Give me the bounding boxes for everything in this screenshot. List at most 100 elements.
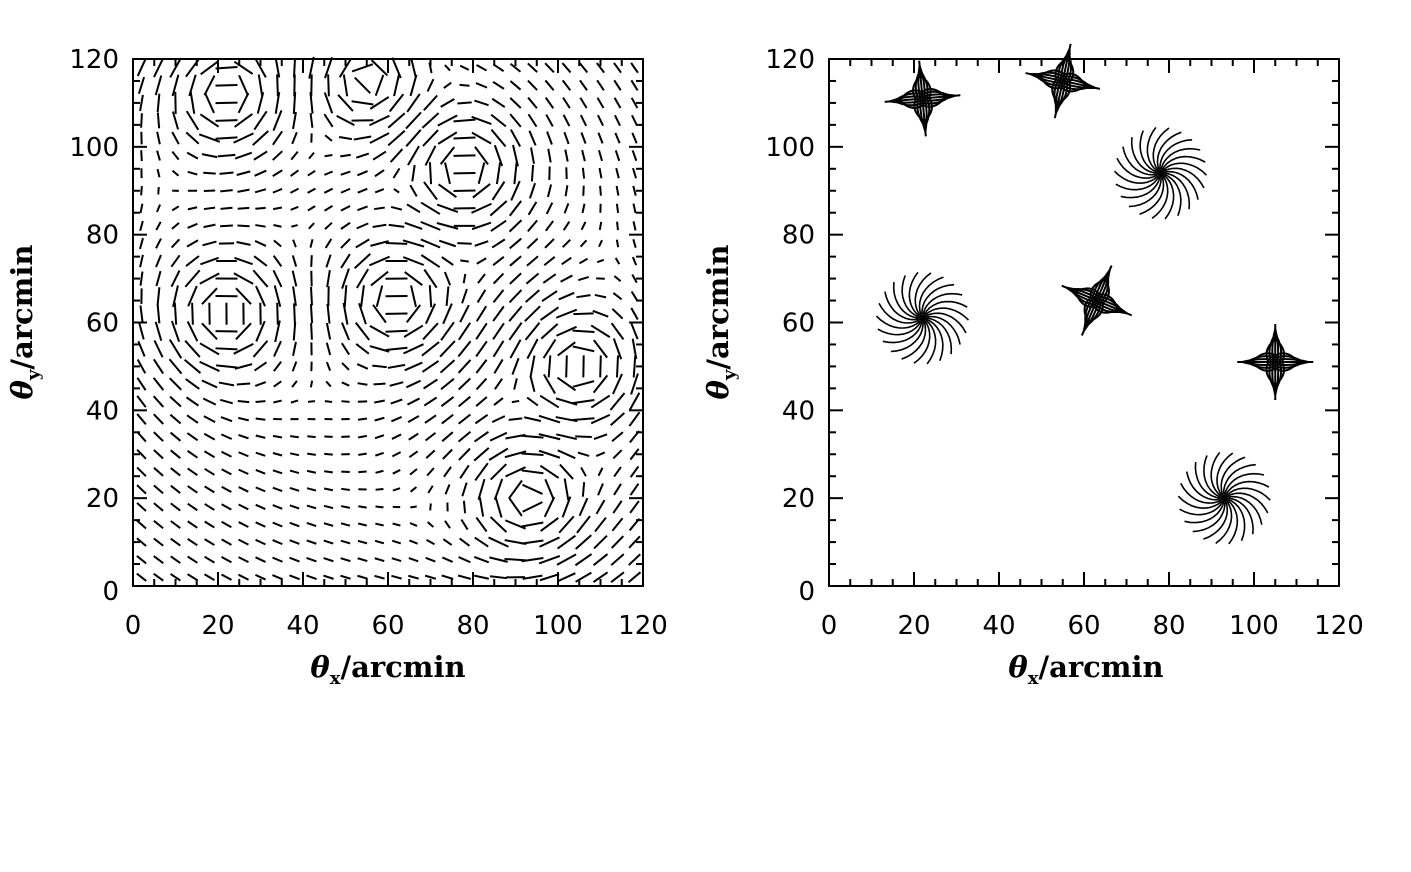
- swirl-line: [1146, 126, 1158, 172]
- shear-stick: [426, 467, 435, 477]
- shear-stick: [337, 94, 354, 112]
- shear-stick: [170, 320, 181, 342]
- shear-stick: [627, 571, 642, 584]
- swirl-line: [1151, 175, 1169, 220]
- shear-stick: [340, 505, 351, 509]
- shear-stick: [477, 162, 486, 185]
- shear-stick: [475, 82, 488, 89]
- shear-stick: [291, 131, 298, 145]
- shear-stick: [387, 112, 406, 129]
- shear-stick: [630, 323, 639, 340]
- shear-stick: [611, 431, 624, 442]
- shear-stick: [545, 202, 554, 215]
- shear-stick: [238, 503, 249, 511]
- left-x-tick-label: 80: [456, 611, 489, 641]
- shear-stick: [599, 185, 602, 196]
- shear-stick: [204, 485, 215, 494]
- shear-stick: [187, 555, 198, 564]
- shear-stick: [360, 285, 365, 308]
- shear-stick: [579, 97, 588, 109]
- shear-stick: [445, 286, 450, 306]
- shear-stick: [357, 574, 368, 580]
- swirl-core: [1220, 494, 1229, 503]
- shear-stick: [595, 499, 606, 515]
- shear-stick: [291, 255, 298, 267]
- shear-stick: [186, 414, 199, 424]
- shear-stick: [562, 220, 571, 231]
- shear-stick: [185, 131, 200, 145]
- shear-stick: [492, 289, 505, 303]
- shear-stick: [461, 482, 468, 497]
- swirl-line: [1164, 172, 1191, 210]
- swirl-line: [1224, 472, 1265, 495]
- shear-stick: [632, 355, 637, 378]
- shear-stick: [220, 189, 233, 193]
- shear-stick: [477, 478, 486, 500]
- shear-stick: [308, 222, 315, 230]
- shear-stick: [409, 486, 418, 493]
- feature-cross: [1237, 324, 1314, 401]
- right-x-tick-label: 100: [1229, 611, 1279, 641]
- shear-stick: [341, 381, 350, 387]
- shear-stick: [203, 223, 216, 229]
- shear-stick: [631, 256, 638, 266]
- shear-stick: [408, 450, 419, 459]
- shear-stick: [325, 342, 332, 356]
- shear-stick: [575, 435, 592, 438]
- shear-stick: [458, 556, 471, 564]
- shear-stick: [425, 303, 436, 325]
- shear-stick: [628, 553, 641, 566]
- shear-stick: [169, 377, 182, 391]
- shear-stick: [440, 396, 455, 407]
- shear-stick: [357, 382, 368, 386]
- shear-stick: [475, 359, 488, 374]
- left-x-tick-label: 60: [371, 611, 404, 641]
- shear-stick: [632, 185, 637, 196]
- shear-stick: [170, 270, 181, 288]
- shear-stick: [492, 305, 505, 322]
- shear-stick: [324, 400, 333, 404]
- swirl-line: [926, 315, 961, 345]
- shear-stick: [543, 256, 556, 267]
- shear-stick: [457, 242, 472, 245]
- shear-stick: [309, 304, 314, 324]
- swirl-line: [1185, 471, 1221, 501]
- shear-stick: [613, 275, 622, 282]
- swirl-line: [1163, 173, 1182, 217]
- shear-stick: [444, 484, 451, 495]
- shear-stick: [410, 58, 417, 77]
- shear-stick: [630, 62, 639, 74]
- shear-stick: [307, 435, 316, 439]
- shear-stick: [156, 150, 161, 161]
- cross-arm: [1066, 53, 1073, 83]
- shear-stick: [237, 224, 250, 228]
- shear-stick: [474, 146, 489, 166]
- shear-stick: [616, 221, 619, 231]
- shear-stick: [476, 257, 487, 265]
- shear-stick: [538, 414, 561, 424]
- shear-stick: [387, 130, 406, 147]
- shear-stick: [201, 153, 218, 159]
- shear-stick: [598, 221, 603, 231]
- shear-stick: [238, 468, 249, 475]
- shear-stick: [140, 113, 143, 128]
- shear-stick: [564, 185, 569, 197]
- shear-stick: [529, 355, 536, 378]
- shear-stick: [273, 340, 282, 357]
- shear-stick: [493, 397, 504, 406]
- shear-stick: [524, 322, 541, 341]
- shear-stick: [385, 241, 408, 245]
- shear-stick: [442, 303, 453, 325]
- shear-stick: [611, 517, 624, 532]
- shear-stick: [221, 503, 232, 511]
- shear-stick: [492, 80, 505, 90]
- left-x-tick-label: 40: [286, 611, 319, 641]
- shear-stick: [257, 74, 264, 97]
- shear-stick: [406, 93, 421, 113]
- shear-stick: [238, 416, 249, 422]
- shear-stick: [292, 57, 297, 78]
- shear-stick: [187, 467, 198, 477]
- cross-arm: [1063, 48, 1071, 82]
- shear-stick: [201, 287, 218, 305]
- shear-stick: [628, 535, 641, 549]
